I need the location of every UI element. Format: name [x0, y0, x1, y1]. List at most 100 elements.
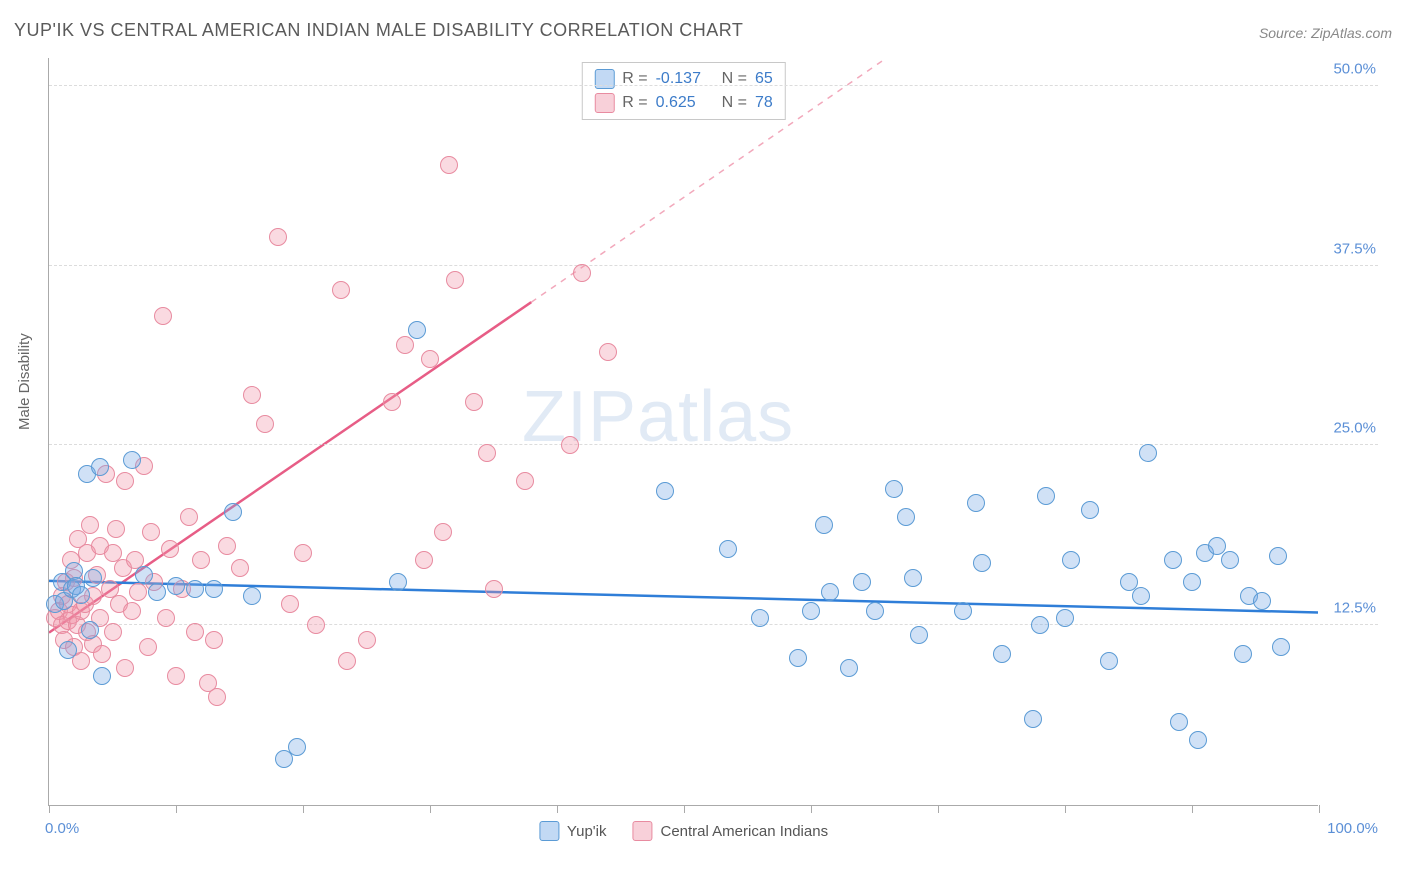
- data-point: [1062, 551, 1080, 569]
- data-point: [1183, 573, 1201, 591]
- data-point: [157, 609, 175, 627]
- data-point: [561, 436, 579, 454]
- data-point: [205, 631, 223, 649]
- data-point: [84, 569, 102, 587]
- data-point: [269, 228, 287, 246]
- data-point: [866, 602, 884, 620]
- data-point: [573, 264, 591, 282]
- x-tick: [1192, 805, 1193, 813]
- data-point: [440, 156, 458, 174]
- data-point: [897, 508, 915, 526]
- data-point: [192, 551, 210, 569]
- data-point: [802, 602, 820, 620]
- gridline: [49, 85, 1378, 86]
- data-point: [1037, 487, 1055, 505]
- x-tick: [303, 805, 304, 813]
- data-point: [383, 393, 401, 411]
- x-tick: [176, 805, 177, 813]
- data-point: [186, 580, 204, 598]
- data-point: [1253, 592, 1271, 610]
- data-point: [910, 626, 928, 644]
- legend-label: Yup'ik: [567, 823, 607, 840]
- data-point: [815, 516, 833, 534]
- legend-swatch: [594, 93, 614, 113]
- data-point: [478, 444, 496, 462]
- data-point: [243, 587, 261, 605]
- data-point: [853, 573, 871, 591]
- data-point: [139, 638, 157, 656]
- x-tick: [938, 805, 939, 813]
- data-point: [186, 623, 204, 641]
- data-point: [993, 645, 1011, 663]
- data-point: [821, 583, 839, 601]
- data-point: [208, 688, 226, 706]
- data-point: [1272, 638, 1290, 656]
- n-label: N =: [722, 94, 747, 112]
- data-point: [218, 537, 236, 555]
- data-point: [129, 583, 147, 601]
- data-point: [91, 458, 109, 476]
- data-point: [135, 566, 153, 584]
- data-point: [1164, 551, 1182, 569]
- data-point: [1132, 587, 1150, 605]
- x-tick: [1319, 805, 1320, 813]
- data-point: [408, 321, 426, 339]
- data-point: [599, 343, 617, 361]
- data-point: [1031, 616, 1049, 634]
- x-tick: [1065, 805, 1066, 813]
- plot-area: ZIPatlas R =-0.137N =65R =0.625N =78 Yup…: [48, 58, 1318, 806]
- gridline: [49, 444, 1378, 445]
- data-point: [516, 472, 534, 490]
- data-point: [1024, 710, 1042, 728]
- data-point: [389, 573, 407, 591]
- trend-lines: [49, 58, 1318, 805]
- data-point: [1170, 713, 1188, 731]
- data-point: [123, 602, 141, 620]
- data-point: [465, 393, 483, 411]
- x-tick: [811, 805, 812, 813]
- data-point: [1234, 645, 1252, 663]
- data-point: [421, 350, 439, 368]
- data-point: [167, 667, 185, 685]
- data-point: [1189, 731, 1207, 749]
- data-point: [338, 652, 356, 670]
- data-point: [954, 602, 972, 620]
- data-point: [93, 645, 111, 663]
- data-point: [307, 616, 325, 634]
- data-point: [415, 551, 433, 569]
- data-point: [81, 516, 99, 534]
- data-point: [243, 386, 261, 404]
- data-point: [751, 609, 769, 627]
- data-point: [1139, 444, 1157, 462]
- data-point: [840, 659, 858, 677]
- data-point: [1269, 547, 1287, 565]
- r-label: R =: [622, 94, 647, 112]
- data-point: [81, 621, 99, 639]
- data-point: [485, 580, 503, 598]
- data-point: [656, 482, 674, 500]
- data-point: [967, 494, 985, 512]
- data-point: [231, 559, 249, 577]
- data-point: [904, 569, 922, 587]
- y-tick-label: 25.0%: [1333, 420, 1376, 437]
- data-point: [294, 544, 312, 562]
- x-tick-label: 0.0%: [45, 820, 79, 837]
- chart-title: YUP'IK VS CENTRAL AMERICAN INDIAN MALE D…: [14, 20, 743, 41]
- data-point: [332, 281, 350, 299]
- data-point: [167, 577, 185, 595]
- data-point: [288, 738, 306, 756]
- y-tick-label: 50.0%: [1333, 60, 1376, 77]
- data-point: [434, 523, 452, 541]
- y-tick-label: 12.5%: [1333, 600, 1376, 617]
- data-point: [256, 415, 274, 433]
- data-point: [72, 586, 90, 604]
- data-point: [116, 659, 134, 677]
- legend-swatch: [539, 821, 559, 841]
- stats-row: R =0.625N =78: [594, 91, 772, 115]
- data-point: [1081, 501, 1099, 519]
- data-point: [93, 667, 111, 685]
- data-point: [885, 480, 903, 498]
- data-point: [59, 641, 77, 659]
- r-value: 0.625: [656, 94, 714, 112]
- data-point: [973, 554, 991, 572]
